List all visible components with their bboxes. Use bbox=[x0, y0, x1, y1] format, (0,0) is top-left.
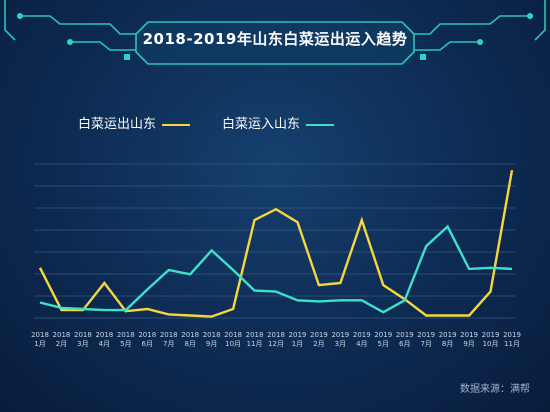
x-tick-label: 2019 1月 bbox=[289, 331, 307, 348]
x-tick-label: 2018 10月 bbox=[224, 331, 242, 348]
x-tick-label: 2018 9月 bbox=[203, 331, 221, 348]
circuit-node bbox=[420, 54, 426, 60]
x-tick-label: 2019 11月 bbox=[503, 331, 521, 348]
legend-swatch-inbound bbox=[306, 123, 335, 126]
x-tick-label: 2019 4月 bbox=[353, 331, 371, 348]
circuit-line-far-right bbox=[534, 0, 546, 41]
x-tick-label: 2018 8月 bbox=[181, 331, 199, 348]
x-tick-label: 2019 5月 bbox=[374, 331, 392, 348]
circuit-line-right-mid bbox=[414, 41, 480, 51]
circuit-line-left-top bbox=[20, 15, 136, 35]
circuit-line-left-mid bbox=[70, 41, 136, 51]
circuit-node bbox=[17, 13, 23, 19]
x-tick-label: 2019 9月 bbox=[460, 331, 478, 348]
circuit-node bbox=[124, 54, 130, 60]
series-line-inbound bbox=[39, 224, 513, 314]
x-tick-label: 2019 8月 bbox=[439, 331, 457, 348]
circuit-node bbox=[527, 13, 533, 19]
x-tick-label: 2018 6月 bbox=[138, 331, 156, 348]
x-tick-label: 2019 10月 bbox=[482, 331, 500, 348]
chart-title: 2018-2019年山东白菜运出运入趋势 bbox=[142, 30, 408, 48]
title-banner bbox=[135, 21, 415, 65]
x-tick-label: 2018 4月 bbox=[95, 331, 113, 348]
legend-label-inbound: 白菜运入山东 bbox=[222, 117, 301, 132]
x-tick-label: 2018 11月 bbox=[246, 331, 264, 348]
legend-swatch-outbound bbox=[162, 123, 191, 126]
legend-label-outbound: 白菜运出山东 bbox=[78, 117, 157, 132]
x-tick-label: 2018 12月 bbox=[267, 331, 285, 348]
legend-item-outbound: 白菜运出山东 bbox=[78, 113, 191, 132]
x-tick-label: 2018 5月 bbox=[117, 331, 135, 348]
x-tick-label: 2019 2月 bbox=[310, 331, 328, 348]
circuit-node bbox=[477, 39, 483, 45]
x-tick-label: 2019 6月 bbox=[396, 331, 414, 348]
x-tick-label: 2019 7月 bbox=[417, 331, 435, 348]
x-tick-label: 2019 3月 bbox=[331, 331, 349, 348]
circuit-node bbox=[67, 39, 73, 45]
x-tick-label: 2018 3月 bbox=[74, 331, 92, 348]
circuit-line-far-left bbox=[4, 0, 16, 41]
x-tick-label: 2018 1月 bbox=[31, 331, 49, 348]
x-tick-label: 2018 7月 bbox=[160, 331, 178, 348]
circuit-line-right-top bbox=[414, 15, 530, 35]
series-line-outbound bbox=[38, 169, 514, 318]
legend-item-inbound: 白菜运入山东 bbox=[222, 113, 335, 132]
x-tick-label: 2018 2月 bbox=[53, 331, 71, 348]
source-note: 数据来源：满帮 bbox=[460, 384, 530, 395]
